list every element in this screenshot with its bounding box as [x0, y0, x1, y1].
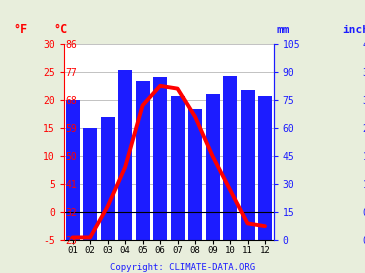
Bar: [205, 94, 219, 240]
Bar: [66, 100, 80, 240]
Text: mm: mm: [276, 25, 289, 35]
Bar: [83, 128, 97, 240]
Bar: [258, 96, 272, 240]
Text: °F: °F: [13, 23, 27, 36]
Bar: [118, 70, 132, 240]
Bar: [153, 77, 167, 240]
Text: inch: inch: [342, 25, 365, 35]
Bar: [101, 117, 115, 240]
Bar: [241, 90, 254, 240]
Text: Copyright: CLIMATE-DATA.ORG: Copyright: CLIMATE-DATA.ORG: [110, 263, 255, 272]
Bar: [170, 96, 185, 240]
Text: °C: °C: [53, 23, 68, 36]
Bar: [223, 76, 237, 240]
Bar: [188, 109, 202, 240]
Bar: [135, 81, 150, 240]
